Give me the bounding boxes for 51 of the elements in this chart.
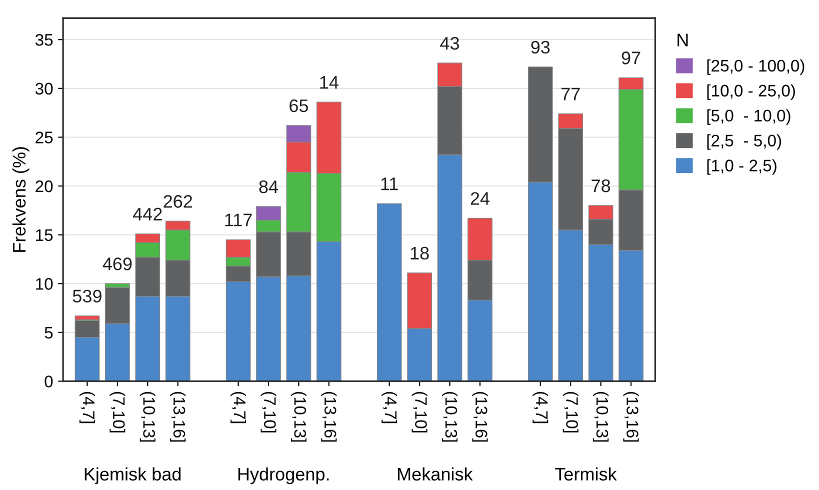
annotation: 117 bbox=[225, 214, 252, 226]
y-tick-label: 35 bbox=[35, 34, 53, 46]
x-tick-label: (7,10] bbox=[562, 392, 578, 432]
y-tick-label: 30 bbox=[35, 82, 53, 95]
y-tick-label: 5 bbox=[44, 326, 53, 339]
annotation: 18 bbox=[410, 246, 429, 260]
x-tick-label: (10,13] bbox=[442, 392, 458, 442]
legend-label: [10,0 - 25,0) bbox=[707, 84, 795, 100]
annotation: 442 bbox=[133, 208, 162, 220]
x-tick-label: (4,7] bbox=[79, 392, 95, 424]
annotation: 539 bbox=[72, 290, 102, 302]
y-tick-label: 10 bbox=[36, 278, 53, 290]
x-tick-label: (10,13] bbox=[140, 392, 156, 442]
x-tick-label: (7,10] bbox=[260, 392, 276, 432]
annotation: 24 bbox=[470, 192, 490, 205]
x-tick-label: (7,10] bbox=[412, 392, 428, 432]
y-tick-label: 20 bbox=[36, 180, 53, 192]
x-tick-label: (13,16] bbox=[623, 392, 639, 442]
y-tick-label: 0 bbox=[44, 376, 53, 388]
y-axis-title: Frekvens (%) bbox=[12, 147, 30, 252]
annotation: 469 bbox=[102, 258, 132, 270]
legend-label: [25,0 - 100,0) bbox=[707, 59, 804, 75]
annotation: 84 bbox=[259, 180, 278, 194]
x-tick-label: (4,7] bbox=[382, 392, 398, 424]
text: Hydrogenp. bbox=[238, 467, 329, 484]
x-tick-label: (7,10] bbox=[110, 392, 126, 432]
annotation: 14 bbox=[320, 76, 338, 89]
y-tick-label: 25 bbox=[36, 132, 53, 144]
legend-label: [2,5 - 5,0) bbox=[707, 134, 782, 150]
x-tick-label: (10,13] bbox=[593, 392, 609, 442]
text: Termisk bbox=[555, 467, 617, 481]
legend-title: N bbox=[678, 34, 688, 46]
x-tick-label: (13,16] bbox=[170, 392, 186, 442]
x-tick-label: (10,13] bbox=[290, 392, 306, 442]
text: Kjemisk bad bbox=[84, 467, 181, 484]
text: Mekanisk bbox=[398, 467, 473, 481]
legend-label: [5,0 - 10,0) bbox=[707, 109, 790, 125]
annotation: 93 bbox=[531, 40, 550, 54]
annotation: 262 bbox=[164, 195, 192, 208]
annotation: 11 bbox=[381, 178, 398, 190]
legend-label: [1,0 - 2,5) bbox=[707, 159, 776, 175]
x-tick-label: (13,16] bbox=[472, 392, 488, 442]
x-tick-label: (4,7] bbox=[230, 392, 246, 424]
annotation: 65 bbox=[290, 99, 308, 112]
annotation: 43 bbox=[440, 36, 460, 50]
y-tick-label: 15 bbox=[36, 229, 53, 242]
annotation: 78 bbox=[592, 179, 610, 192]
x-tick-label: (13,16] bbox=[321, 392, 337, 442]
annotation: 77 bbox=[561, 88, 580, 100]
annotation: 97 bbox=[622, 52, 640, 64]
x-tick-label: (4,7] bbox=[532, 392, 548, 424]
